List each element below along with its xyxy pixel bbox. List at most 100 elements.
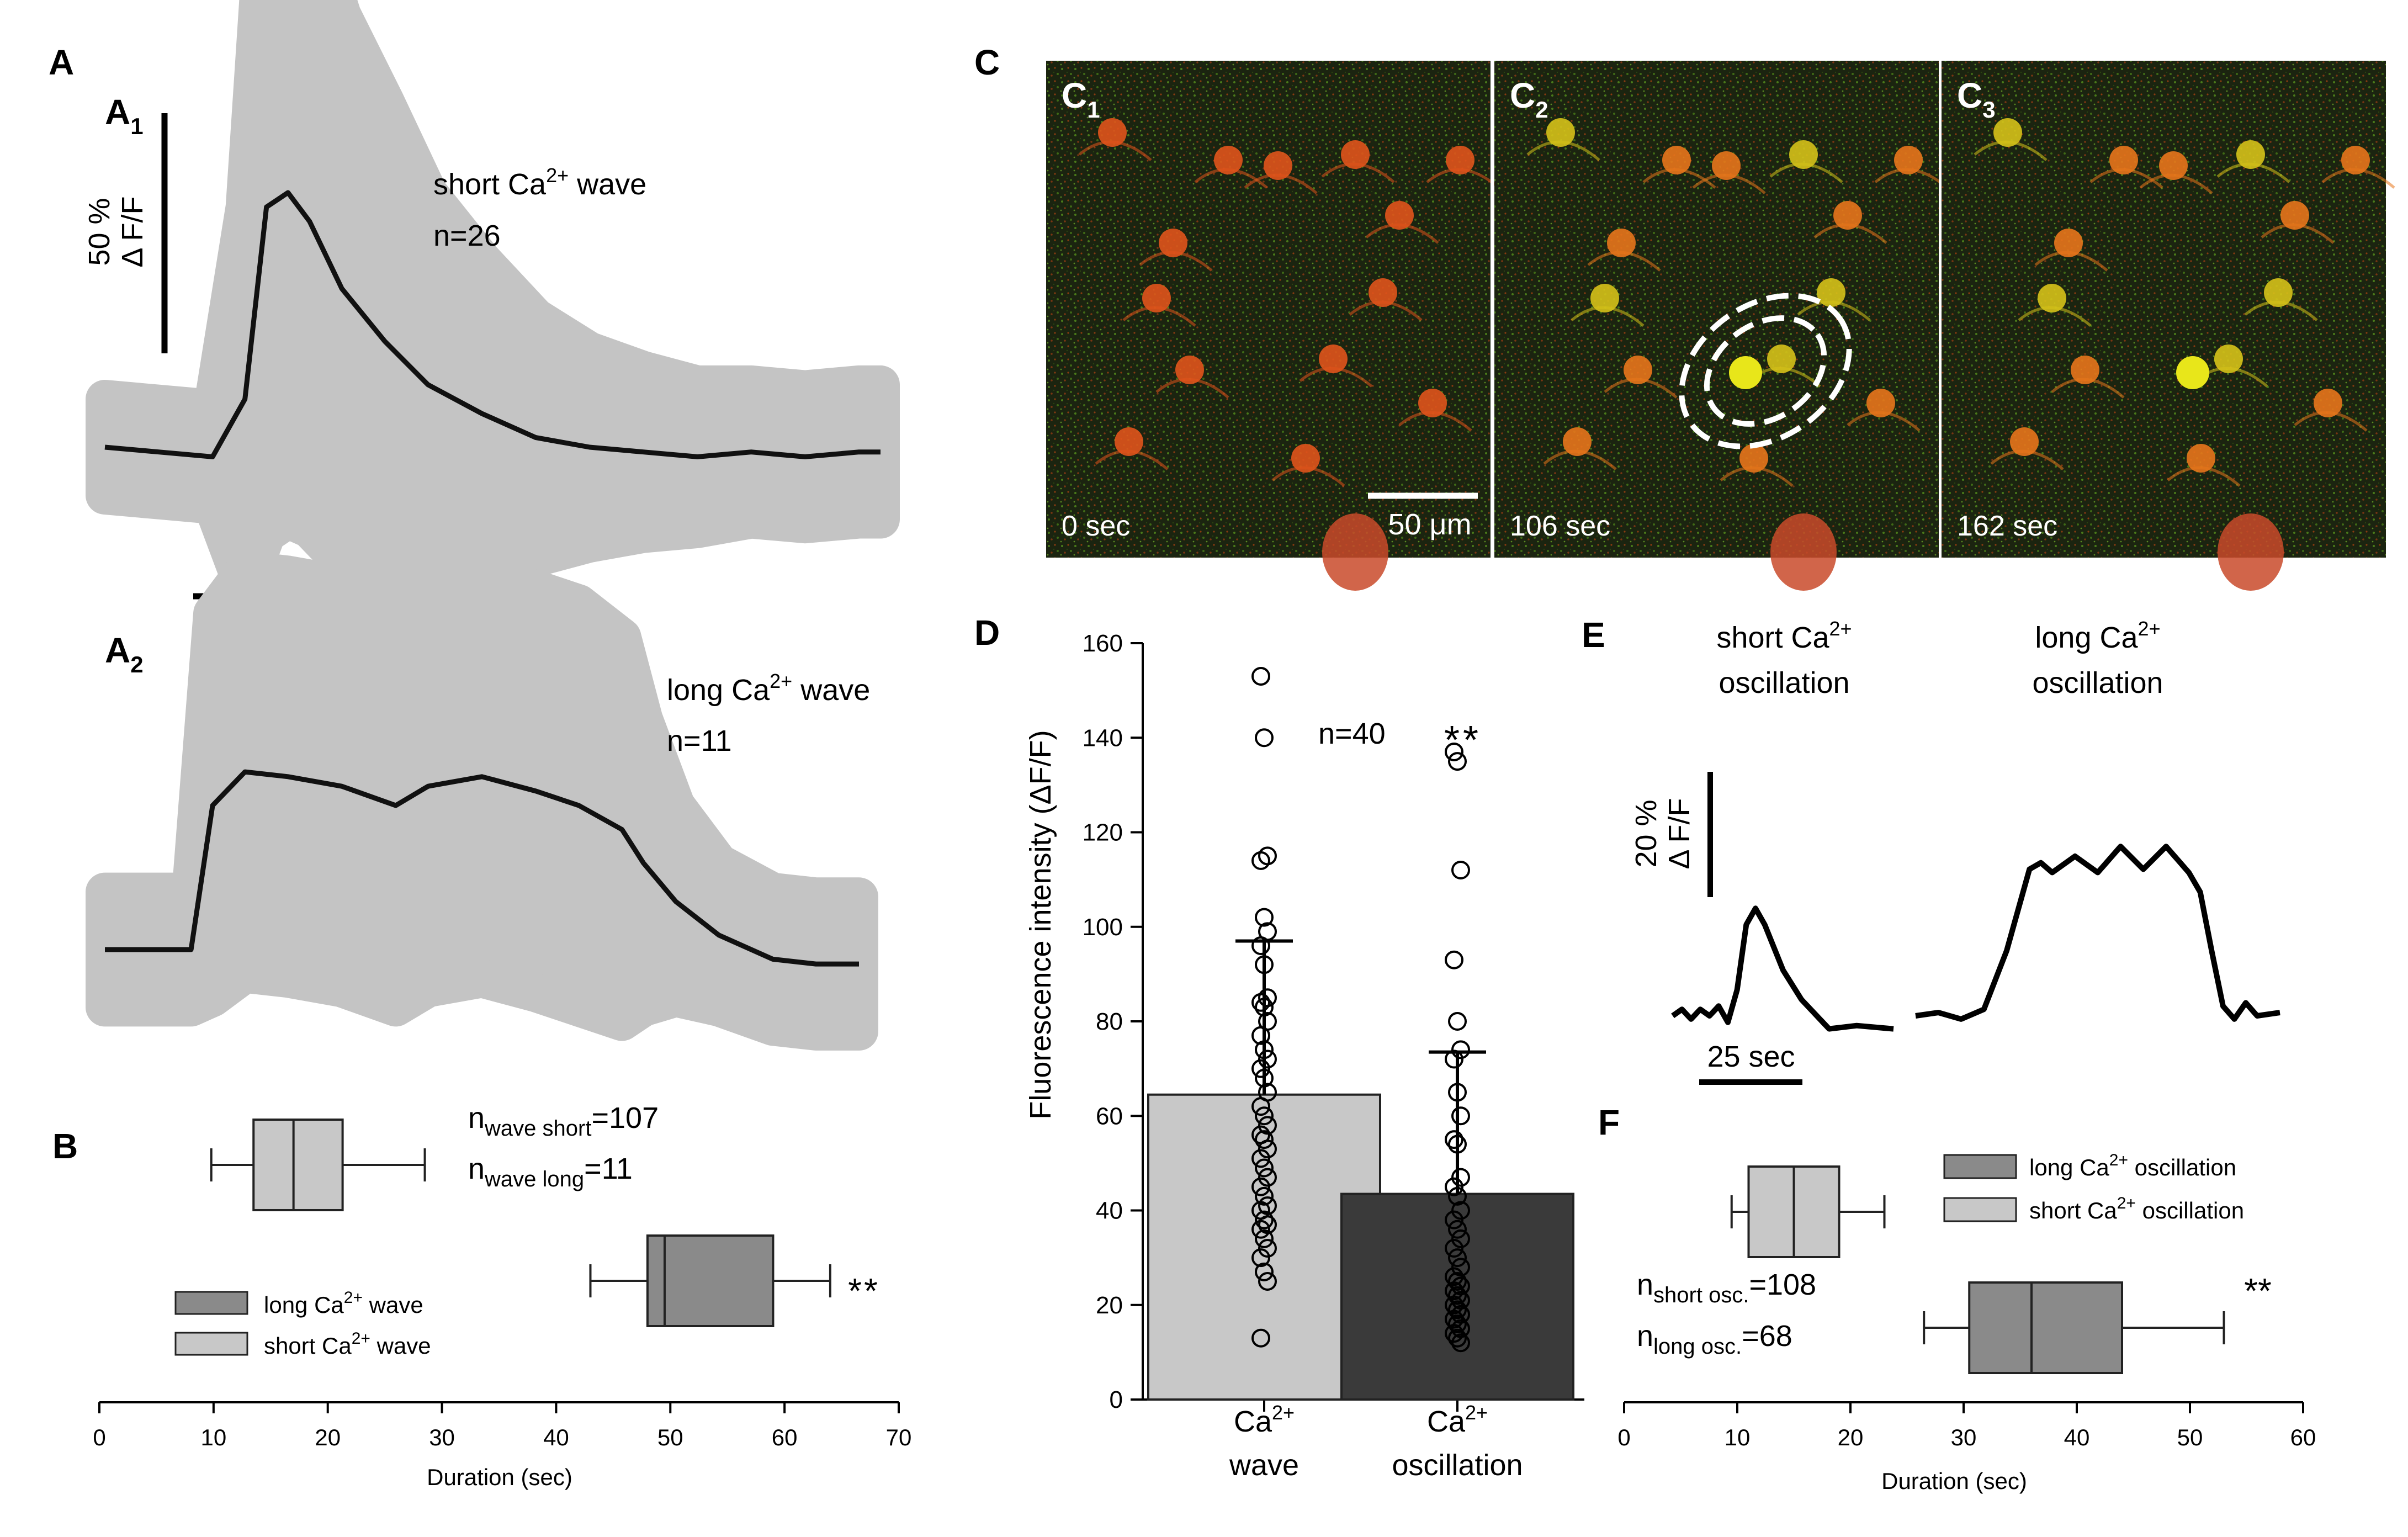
d-data-point — [1255, 955, 1274, 974]
panel-d: D 0 20 40 60 80 100 120 140 160 Fluorescence int… — [974, 613, 1584, 1482]
c-cell-process — [1526, 140, 1600, 161]
panel-label-a2-sub: 2 — [130, 651, 143, 677]
d-data-point — [1251, 1026, 1270, 1045]
d-data-point — [1255, 1262, 1274, 1281]
x-tick-label: 20 — [315, 1424, 341, 1450]
d-data-point — [1448, 1300, 1467, 1319]
d-data-point — [1451, 1040, 1470, 1059]
d-data-point — [1451, 1168, 1470, 1187]
c-cell-process — [1194, 168, 1268, 189]
d-data-point — [1258, 1168, 1277, 1187]
c-cell-process — [1990, 449, 2064, 470]
c-cell-soma — [2159, 151, 2188, 180]
d-data-point — [1255, 908, 1274, 927]
c-cell-process — [2244, 300, 2318, 321]
x-tick-label: 50 — [2177, 1424, 2203, 1450]
d-data-point — [1448, 1012, 1467, 1031]
b-legend-long-swatch — [174, 1291, 248, 1315]
e-long-title: long Ca2+ — [2035, 617, 2160, 654]
f-n-long: nlong osc.=68 — [1637, 1319, 1792, 1359]
c-cell-soma — [1866, 389, 1895, 417]
d-data-point — [1258, 1140, 1277, 1159]
c-cell-process — [2034, 251, 2108, 272]
d-data-point — [1255, 1158, 1274, 1178]
box-iqr — [646, 1234, 775, 1327]
c-cell-soma — [1159, 229, 1187, 257]
d-data-point — [1451, 1333, 1470, 1353]
x-tick-label: 70 — [886, 1424, 912, 1450]
d-y-tick-label: 120 — [1083, 819, 1123, 846]
c-cell-process — [2089, 168, 2163, 189]
c-cell-soma — [1712, 151, 1741, 180]
c-cell-process — [1078, 140, 1152, 161]
f-n-short: nshort osc.=108 — [1637, 1268, 1816, 1307]
d-data-point — [1448, 1083, 1467, 1102]
c-cell-soma — [1590, 284, 1619, 312]
panel-a: A A1 A2 50 % Δ F/F short Ca2+ wave n=26 … — [49, 0, 900, 1051]
c-cell-soma — [1385, 201, 1414, 230]
box-iqr — [252, 1119, 344, 1211]
c-cell-process — [1155, 378, 1229, 399]
e-long-title-line2: oscillation — [2032, 666, 2163, 699]
f-legend-long-swatch — [1943, 1154, 2017, 1179]
c-frame-label: C1 — [1062, 76, 1100, 123]
c-cell-process — [2321, 168, 2395, 189]
d-data-point — [1451, 1258, 1470, 1277]
c-cell-soma — [1789, 140, 1818, 169]
c-cell-soma — [2071, 356, 2099, 384]
c-cell-process — [1769, 162, 1843, 183]
d-ylabel: Fluorescence intensity (ΔF/F) — [1024, 730, 1057, 1119]
c-cell-soma — [2314, 389, 2342, 417]
d-cat1-line2: wave — [1229, 1449, 1299, 1482]
c-frame-3: C3 162 sec — [1942, 61, 2395, 591]
c-cell-soma — [1624, 356, 1652, 384]
c-cell-process — [2051, 378, 2125, 399]
c-cell-process — [1571, 306, 1645, 327]
d-data-point — [1255, 1106, 1274, 1126]
d-data-point — [1445, 1310, 1463, 1329]
d-y-tick-label: 20 — [1096, 1292, 1123, 1319]
d-data-point — [1251, 1177, 1270, 1196]
c-cell-process — [1692, 173, 1766, 194]
a2-sd-band — [86, 550, 878, 1051]
c-cell-soma — [1142, 284, 1171, 312]
panel-e: E short Ca2+ oscillation long Ca2+ oscil… — [1582, 615, 2280, 1085]
f-significance: ** — [2244, 1271, 2272, 1311]
c-cell-process — [2139, 173, 2213, 194]
b-n-short: nwave short=107 — [468, 1101, 659, 1141]
c-frame-time: 162 sec — [1957, 510, 2057, 542]
c-cell-soma — [1993, 118, 2022, 147]
box-short — [210, 1119, 426, 1211]
d-y-tick-label: 140 — [1083, 724, 1123, 751]
c-frame-label: C2 — [1510, 76, 1548, 123]
d-data-point — [1445, 1130, 1463, 1149]
svg-text:A2: A2 — [105, 630, 144, 677]
c-cell-process — [1797, 300, 1871, 321]
a2-label: long Ca2+ wave — [667, 670, 870, 707]
d-data-point — [1251, 1328, 1270, 1348]
panel-label-d: D — [974, 613, 1000, 653]
b-x-axis: 0 10 20 30 40 50 60 70 — [93, 1401, 912, 1450]
panel-label-e: E — [1582, 615, 1605, 655]
c-cell-soma — [1175, 356, 1204, 384]
d-data-point — [1448, 1135, 1467, 1154]
c-cell-process — [2261, 223, 2335, 244]
c-cell-process — [1587, 251, 1661, 272]
c-vessel — [1322, 513, 1388, 591]
c-cell-process — [1642, 168, 1716, 189]
f-legend-short: short Ca2+ oscillation — [2029, 1194, 2244, 1223]
c-cell-soma — [1767, 344, 1796, 373]
b-significance: ** — [848, 1271, 880, 1311]
d-data-point — [1451, 861, 1470, 879]
b-n-long: nwave long=11 — [468, 1152, 633, 1191]
panel-label-a1: A — [105, 92, 130, 132]
c-cell-process — [1426, 168, 1500, 189]
panel-f: F long Ca2+ oscillation short Ca2+ oscil… — [1598, 1103, 2316, 1494]
d-data-point — [1251, 1220, 1270, 1239]
x-tick-label: 40 — [2064, 1424, 2090, 1450]
panel-label-a1-sub: 1 — [130, 113, 143, 139]
x-tick-label: 30 — [429, 1424, 455, 1450]
d-data-point — [1448, 1248, 1467, 1268]
d-data-point — [1255, 1130, 1274, 1149]
c-vessel — [2218, 513, 2284, 591]
